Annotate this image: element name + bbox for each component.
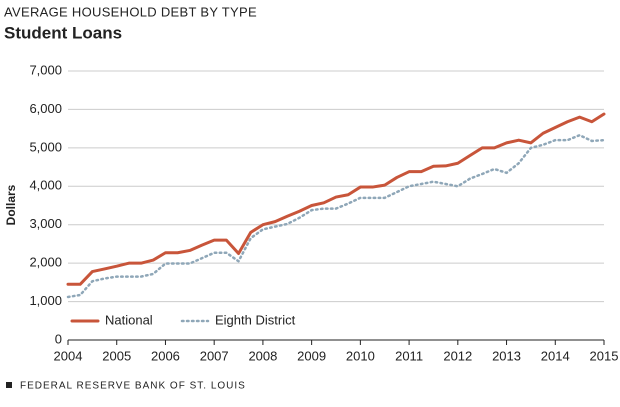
x-tick-label: 2011	[395, 348, 423, 363]
source: FEDERAL RESERVE BANK OF ST. LOUIS	[20, 381, 246, 392]
y-axis-label: Dollars	[4, 184, 18, 225]
series-line	[66, 133, 606, 299]
y-tick-label: 2,000	[29, 255, 62, 270]
y-tick-label: 1,000	[29, 293, 62, 308]
y-tick-label: 7,000	[29, 62, 62, 77]
legend-label: Eighth District	[215, 312, 296, 327]
x-tick-label: 2015	[590, 348, 619, 363]
y-tick-label: 0	[55, 331, 62, 346]
source-icon	[6, 382, 12, 388]
x-tick-label: 2007	[200, 348, 229, 363]
x-tick-label: 2008	[248, 348, 277, 363]
x-tick-label: 2004	[54, 348, 83, 363]
legend-label: National	[105, 312, 153, 327]
x-tick-label: 2012	[443, 348, 472, 363]
x-tick-label: 2014	[541, 348, 570, 363]
x-tick-label: 2010	[346, 348, 375, 363]
series-line	[66, 112, 606, 286]
y-tick-label: 4,000	[29, 178, 62, 193]
chart-subtitle: Student Loans	[4, 23, 122, 42]
x-tick-label: 2006	[151, 348, 180, 363]
chart-title: AVERAGE HOUSEHOLD DEBT BY TYPE	[4, 4, 257, 19]
y-tick-label: 3,000	[29, 216, 62, 231]
x-tick-label: 2013	[492, 348, 521, 363]
x-tick-label: 2009	[297, 348, 326, 363]
y-tick-label: 5,000	[29, 139, 62, 154]
x-tick-label: 2005	[102, 348, 131, 363]
y-tick-label: 6,000	[29, 101, 62, 116]
